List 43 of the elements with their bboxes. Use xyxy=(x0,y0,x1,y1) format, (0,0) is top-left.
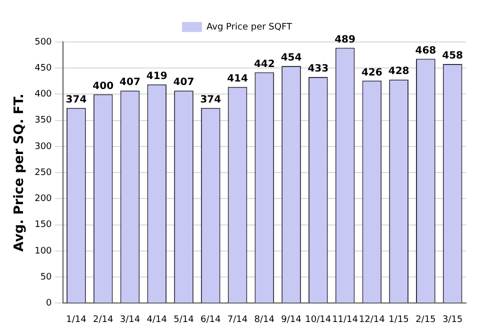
x-tick-label: 2/15 xyxy=(416,314,436,325)
data-label: 426 xyxy=(361,67,382,78)
y-tick-label: 150 xyxy=(34,220,52,230)
x-tick-label: 10/14 xyxy=(305,314,332,325)
x-tick-label: 4/14 xyxy=(146,314,168,325)
x-tick-label: 1/14 xyxy=(66,314,87,325)
x-tick-label: 9/14 xyxy=(281,314,302,325)
x-tick-label: 7/14 xyxy=(227,314,248,325)
data-label: 458 xyxy=(442,50,464,62)
y-tick-label: 400 xyxy=(34,90,52,100)
data-label: 442 xyxy=(254,58,275,70)
data-label: 407 xyxy=(173,77,194,88)
data-label: 414 xyxy=(227,74,248,85)
data-label: 400 xyxy=(92,80,114,92)
y-tick-label: 350 xyxy=(34,116,52,126)
x-tick-label: 12/14 xyxy=(358,314,386,325)
data-label: 454 xyxy=(280,52,302,64)
x-tick-label: 8/14 xyxy=(254,314,275,325)
y-tick-label: 250 xyxy=(34,168,52,178)
data-label: 468 xyxy=(415,45,436,56)
data-label: 433 xyxy=(308,64,329,75)
x-tick-label: 1/15 xyxy=(388,314,409,325)
data-label: 374 xyxy=(200,94,222,106)
y-axis-title: Avg. Price per SQ. FT. xyxy=(12,94,28,252)
x-tick-label: 11/14 xyxy=(332,314,358,325)
x-tick-label: 6/14 xyxy=(200,314,221,325)
y-tick-label: 100 xyxy=(34,246,52,256)
data-label: 407 xyxy=(120,77,140,88)
legend-label: Avg Price per SQFT xyxy=(206,22,292,32)
x-tick-label: 3/14 xyxy=(120,314,140,325)
data-label: 374 xyxy=(66,94,87,106)
y-tick-label: 0 xyxy=(46,298,52,309)
y-tick-label: 200 xyxy=(34,194,52,204)
y-tick-label: 300 xyxy=(34,142,52,152)
y-tick-label: 450 xyxy=(34,63,52,74)
x-tick-label: 2/14 xyxy=(92,314,114,325)
y-tick-label: 50 xyxy=(40,272,52,282)
x-tick-label: 3/15 xyxy=(442,314,463,325)
data-label: 419 xyxy=(146,70,168,82)
x-tick-label: 5/14 xyxy=(174,314,194,325)
data-label: 428 xyxy=(388,66,410,78)
y-tick-label: 500 xyxy=(34,37,52,48)
data-label: 489 xyxy=(334,34,356,46)
